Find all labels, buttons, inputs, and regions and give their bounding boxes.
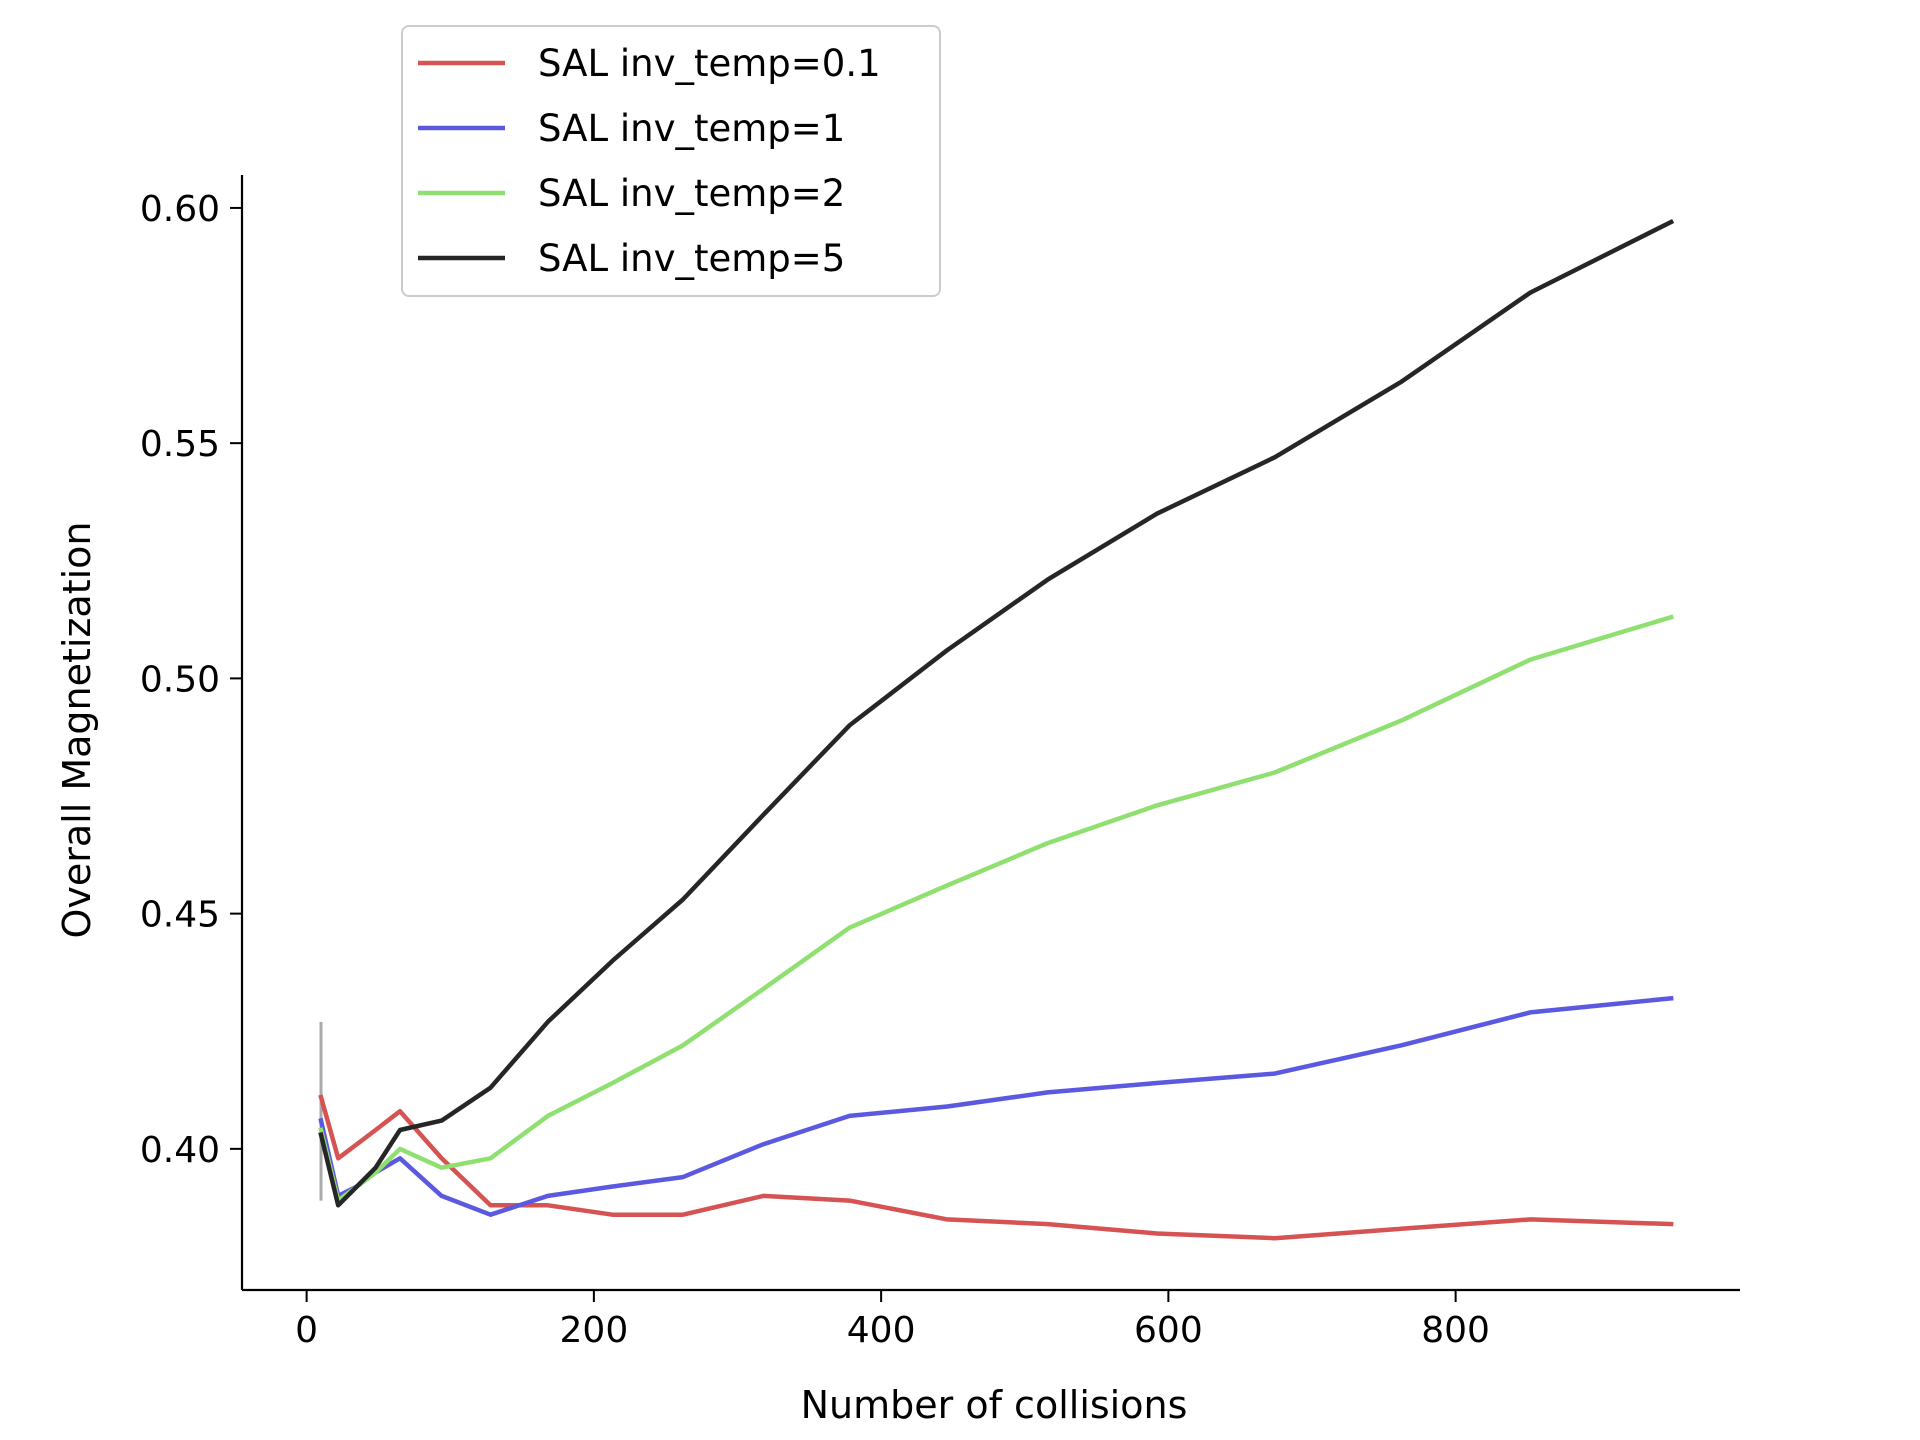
legend-label: SAL inv_temp=1 bbox=[538, 107, 845, 150]
y-tick-label: 0.55 bbox=[140, 424, 220, 465]
x-tick-label: 0 bbox=[295, 1310, 318, 1351]
y-axis-label: Overall Magnetization bbox=[55, 521, 99, 938]
x-tick-label: 200 bbox=[560, 1310, 629, 1351]
series-line-3 bbox=[318, 614, 1674, 1203]
legend: SAL inv_temp=0.1 SAL inv_temp=1 SAL inv_te… bbox=[401, 25, 941, 297]
y-tick-label: 0.50 bbox=[140, 659, 220, 700]
y-ticks: 0.40 0.45 0.50 0.55 0.60 bbox=[140, 189, 242, 1171]
legend-label: SAL inv_temp=2 bbox=[538, 172, 845, 215]
series-line-4 bbox=[318, 218, 1675, 1208]
y-tick-label: 0.45 bbox=[140, 895, 220, 936]
series-line-2 bbox=[318, 995, 1674, 1217]
series-line-1 bbox=[318, 1094, 1674, 1241]
x-axis-label: Number of collisions bbox=[801, 1383, 1188, 1427]
x-tick-label: 800 bbox=[1421, 1310, 1490, 1351]
series-lines bbox=[318, 218, 1675, 1241]
legend-label: SAL inv_temp=5 bbox=[538, 237, 845, 280]
legend-label: SAL inv_temp=0.1 bbox=[538, 42, 881, 85]
legend-box bbox=[401, 25, 941, 297]
x-tick-label: 400 bbox=[847, 1310, 916, 1351]
x-tick-label: 600 bbox=[1134, 1310, 1203, 1351]
y-tick-label: 0.40 bbox=[140, 1130, 220, 1171]
y-tick-label: 0.60 bbox=[140, 189, 220, 230]
x-ticks: 0 200 400 600 800 bbox=[295, 1290, 1490, 1351]
axes: 0 200 400 600 800 0.40 0.45 0.50 0.55 0.60 bbox=[140, 175, 1740, 1351]
legend-items: SAL inv_temp=0.1 SAL inv_temp=1 SAL inv_te… bbox=[418, 42, 881, 280]
